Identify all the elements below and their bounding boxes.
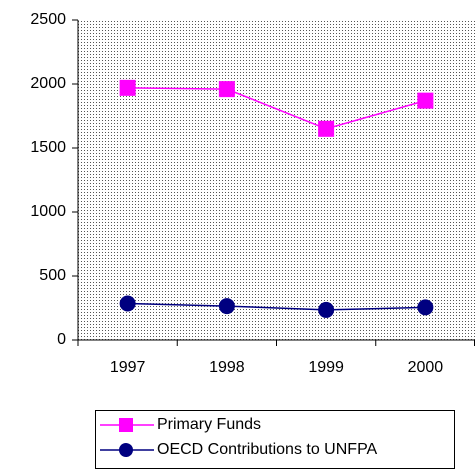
series-line xyxy=(127,302,426,311)
data-point xyxy=(119,295,136,312)
legend-marker xyxy=(119,443,133,457)
data-point xyxy=(417,92,434,109)
x-tick-label: 1998 xyxy=(209,359,245,376)
y-tick-label: 0 xyxy=(57,331,66,348)
plot-area xyxy=(78,20,475,340)
data-point xyxy=(318,120,335,137)
data-point xyxy=(417,299,434,316)
legend-label: Primary Funds xyxy=(157,416,261,433)
y-tick-label: 1000 xyxy=(30,203,66,220)
y-tick-label: 1500 xyxy=(30,139,66,156)
y-tick-label: 2500 xyxy=(30,11,66,28)
data-point xyxy=(218,81,235,98)
data-point xyxy=(119,79,136,96)
legend-box xyxy=(95,410,455,469)
y-tick-label: 2000 xyxy=(30,75,66,92)
legend-label: OECD Contributions to UNFPA xyxy=(157,441,378,458)
x-tick-label: 1997 xyxy=(110,359,146,376)
data-point xyxy=(218,298,235,315)
x-tick-label: 2000 xyxy=(408,359,444,376)
x-tick-label: 1999 xyxy=(308,359,344,376)
legend-marker xyxy=(119,418,133,432)
data-point xyxy=(318,301,335,318)
y-tick-label: 500 xyxy=(39,267,66,284)
series-line xyxy=(127,87,426,130)
